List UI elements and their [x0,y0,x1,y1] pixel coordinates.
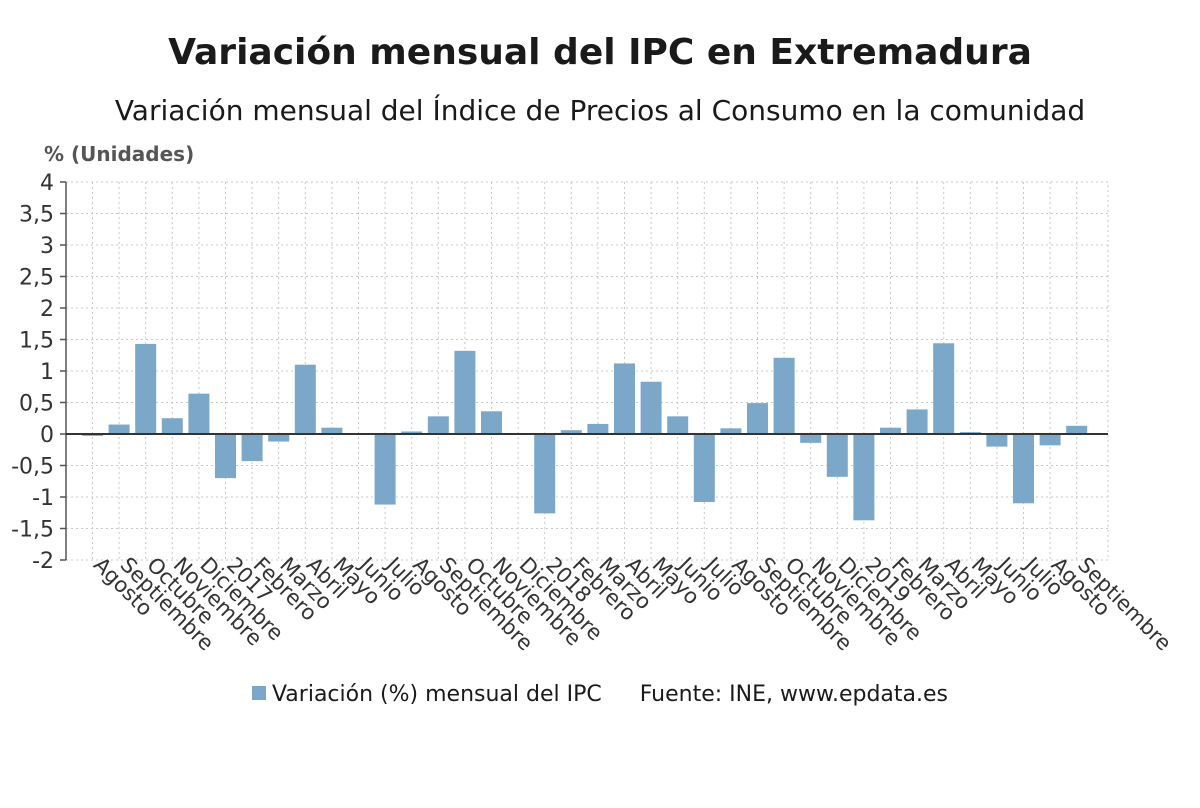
bar [294,364,316,434]
bar [454,350,476,434]
y-axis-label: % (Unidades) [44,142,195,166]
bar [188,393,210,434]
bar [1039,434,1061,446]
bar [693,434,715,503]
legend: Variación (%) mensual del IPC Fuente: INE… [0,682,1200,707]
chart-title: Variación mensual del IPC en Extremadura [168,32,1032,73]
bar [427,416,449,434]
bar [800,434,822,443]
bar [215,434,236,479]
y-tick-label: 0,5 [19,392,54,417]
source-note: Fuente: INE, www.epdata.es [639,682,949,707]
bar [773,357,795,434]
y-tick-label: 0 [40,423,54,448]
bar [933,343,955,434]
bar-chart: -2 -1,5 -1 -0,5 0 0,5 1 1,5 2 2,5 3 3,5 4 AgostoSept… [11,171,1176,655]
bar [587,423,609,434]
bar [667,416,689,434]
y-tick-label: -1,5 [11,518,54,543]
y-tick-label: -1 [32,486,54,511]
y-tick-label: 3 [40,234,54,259]
legend-series-label: Variación (%) mensual del IPC [271,682,602,707]
legend-swatch [251,686,266,700]
bar [135,343,157,434]
bar [986,434,1008,447]
bar [374,434,396,505]
bar [108,424,130,434]
y-tick-label: -2 [32,549,54,574]
y-tick-label: 1 [40,360,54,385]
bar [640,381,662,434]
y-tick-labels: -2 -1,5 -1 -0,5 0 0,5 1 1,5 2 2,5 3 3,5 4 [11,171,54,574]
y-tick-label: -0,5 [11,455,54,480]
bar [161,418,183,434]
bar [1013,434,1034,504]
bar [401,431,423,434]
bar [481,411,502,434]
x-tick-labels: AgostoSeptiembreOctubreNoviembreDiciembr… [89,551,1176,655]
bar [826,434,848,477]
bar [268,434,290,442]
bar [1066,425,1088,434]
bar [906,409,928,434]
bar [720,428,742,434]
bar [853,434,875,521]
bar [534,434,556,514]
y-tick-label: 4 [40,171,54,196]
y-tick-label: 2,5 [19,266,54,291]
bar [614,363,635,434]
bar [560,430,582,434]
bars [82,343,1088,521]
y-tick-label: 2 [40,297,54,322]
bar [880,427,901,434]
chart-subtitle: Variación mensual del Índice de Precios … [114,94,1086,127]
bar [747,403,768,434]
bar [321,427,343,434]
y-tick-label: 1,5 [19,329,54,354]
y-tick-label: 3,5 [19,203,54,228]
bar [241,434,263,462]
